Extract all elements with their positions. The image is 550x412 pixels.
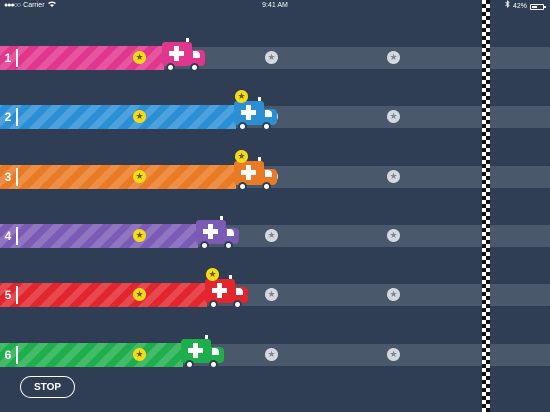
ambulance-icon [196,216,240,252]
race-lane: 6 ★ ★ ★ [0,335,550,369]
race-lane: 5 ★ ★ ★ ★ [0,268,550,309]
lane-progress-bar [0,165,236,189]
ambulance-window [265,170,272,177]
race-lane: 3★★★★ [0,150,550,191]
ambulance-icon [234,97,278,133]
ambulance-window [265,110,272,117]
progress-stripes [0,105,236,129]
star-icon: ★ [133,348,146,361]
ambulance-window [212,348,219,355]
medical-cross-icon [202,223,219,240]
wheel [238,182,247,191]
bonus-star-icon: ★ [235,90,248,103]
progress-stripes [0,165,236,189]
race-lane: 2★★★★ [0,90,550,131]
race-lane: 4 ★ ★ ★ [0,216,550,250]
lane-divider [16,168,18,186]
siren-light [186,38,189,42]
status-bar: ●●●○○ Carrier 9:41 AM 42% [0,0,550,12]
star-icon: ★ [387,110,400,123]
medical-cross-icon [168,45,185,62]
carrier-label: Carrier [23,2,45,9]
wheel [166,63,175,72]
wheel [262,182,271,191]
ambulance-window [193,51,200,58]
star-icon: ★ [387,348,400,361]
lane-number: 4 [4,229,12,243]
star-icon: ★ [133,170,146,183]
siren-light [220,216,223,220]
ambulance-icon [162,38,206,74]
lane-progress-bar [0,343,183,367]
signal-dots-icon: ●●●○○ [4,2,21,9]
wheel [209,360,218,369]
medical-cross-icon [240,164,257,181]
star-icon: ★ [133,51,146,64]
wheel [209,300,218,309]
star-icon: ★ [387,288,400,301]
siren-light [258,97,261,101]
wheel [224,241,233,250]
wheel [200,241,209,250]
star-icon: ★ [133,229,146,242]
medical-cross-icon [211,282,228,299]
stop-button[interactable]: STOP [20,376,75,398]
bluetooth-icon [505,0,510,13]
ambulance-icon [234,157,278,193]
wheel [233,300,242,309]
progress-stripes [0,283,207,307]
status-right: 42% [505,0,546,13]
star-icon: ★ [265,229,278,242]
lane-number: 2 [4,110,12,124]
wheel [238,122,247,131]
star-icon: ★ [265,51,278,64]
star-icon: ★ [265,348,278,361]
lane-progress-bar [0,283,207,307]
siren-light [229,275,232,279]
progress-stripes [0,343,183,367]
bonus-star-icon: ★ [235,150,248,163]
star-icon: ★ [387,170,400,183]
clock: 9:41 AM [262,2,288,9]
ambulance-icon [205,275,249,311]
wifi-icon [47,0,56,12]
battery-icon [530,3,546,10]
finish-line [482,0,490,412]
star-icon: ★ [387,229,400,242]
lane-number: 6 [4,348,12,362]
status-left: ●●●○○ Carrier [4,0,56,12]
siren-light [205,335,208,339]
lane-number: 5 [4,288,12,302]
medical-cross-icon [187,342,204,359]
lane-divider [16,227,18,245]
lane-progress-bar [0,224,198,248]
wheel [185,360,194,369]
star-icon: ★ [265,288,278,301]
star-icon: ★ [133,110,146,123]
lane-divider [16,108,18,126]
star-icon: ★ [387,51,400,64]
lane-divider [16,286,18,304]
progress-stripes [0,224,198,248]
wheel [190,63,199,72]
lane-progress-bar [0,105,236,129]
lane-number: 3 [4,170,12,184]
ambulance-icon [181,335,225,371]
bonus-star-icon: ★ [206,268,219,281]
star-icon: ★ [133,288,146,301]
siren-light [258,157,261,161]
wheel [262,122,271,131]
medical-cross-icon [240,104,257,121]
ambulance-window [227,229,234,236]
ambulance-window [236,288,243,295]
battery-percent: 42% [512,2,527,10]
lane-number: 1 [4,51,12,65]
lane-divider [16,49,18,67]
lane-divider [16,346,18,364]
race-lane: 1 ★ ★ ★ [0,38,550,72]
